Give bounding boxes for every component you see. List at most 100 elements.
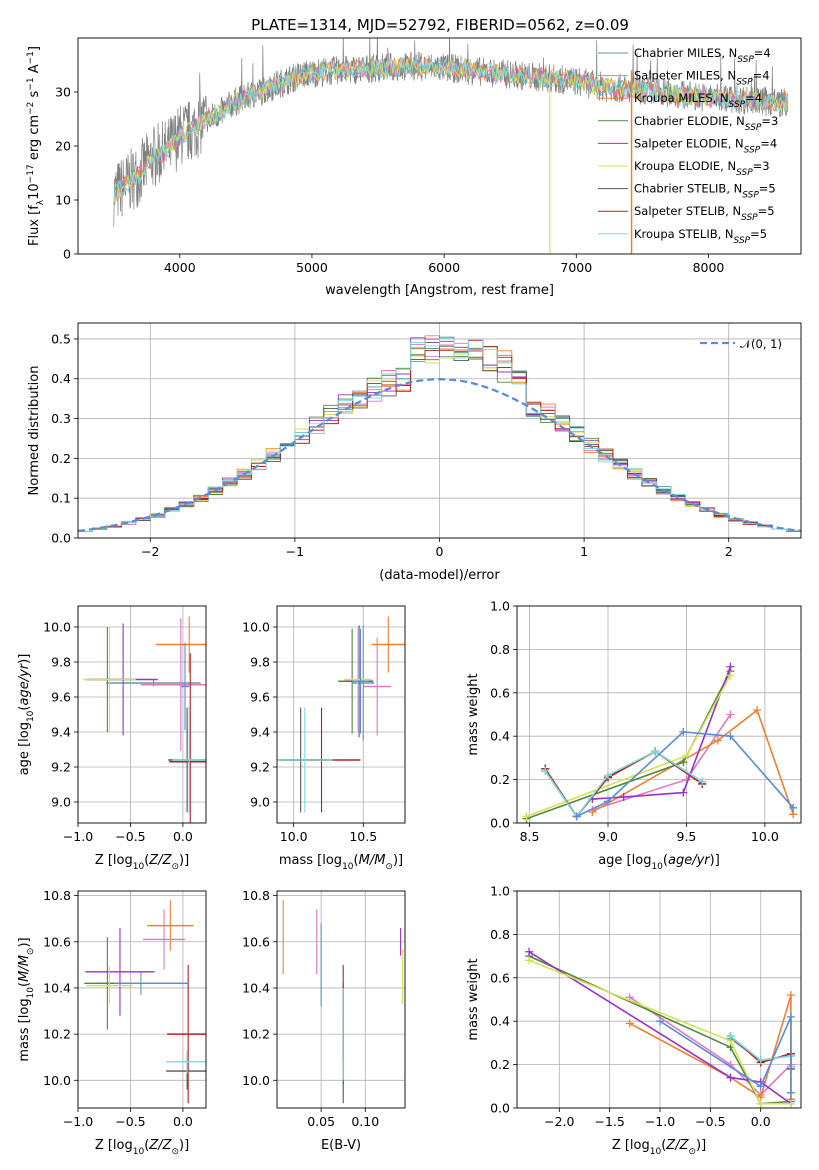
tick-label-y: 0.2 — [490, 1057, 510, 1072]
series-marker-1 — [726, 710, 735, 719]
series-marker-5 — [726, 671, 735, 680]
series-marker-10 — [604, 797, 613, 806]
tick-label-y: 9.2 — [250, 760, 270, 775]
axes-frame — [276, 890, 406, 1109]
series-marker-8 — [604, 771, 613, 780]
tick-label-y: 0.8 — [490, 642, 510, 657]
series-marker-2 — [786, 991, 795, 1000]
axes-frame — [276, 605, 406, 824]
tick-label-y: 9.6 — [51, 690, 71, 705]
legend-label: Chabrier MILES, NSSP=4 — [634, 46, 771, 65]
series-marker-4 — [679, 788, 688, 797]
tick-label-y: 0.1 — [51, 491, 71, 506]
tick-label-y: 10.6 — [43, 934, 71, 949]
tick-label-x: −0.5 — [115, 829, 145, 844]
tick-label-y: 9.0 — [51, 795, 71, 810]
tick-label-y: 9.6 — [250, 690, 270, 705]
series-marker-10 — [786, 1012, 795, 1021]
figure-title: PLATE=1314, MJD=52792, FIBERID=0562, z=0… — [251, 16, 629, 34]
tick-label-y: 10 — [55, 193, 71, 208]
plot-area-mass_weight_vs_Z — [525, 947, 795, 1108]
plot-area-age_vs_mass — [277, 616, 405, 813]
tick-label-x: 8000 — [693, 260, 725, 275]
x-axis-label: (data-model)/error — [379, 568, 500, 583]
tick-label-x: −0.5 — [695, 1114, 725, 1129]
legend: Chabrier MILES, NSSP=4 Salpeter MILES, NS… — [598, 46, 778, 246]
x-axis-label: E(B-V) — [321, 1138, 361, 1153]
series-line-10 — [659, 1016, 792, 1093]
legend-label: 𝒩(0, 1) — [740, 337, 782, 351]
y-axis-label: age [log10(age/yr)] — [17, 654, 36, 776]
tick-label-y: 20 — [55, 139, 71, 154]
y-axis-label: mass [log10(M/M⊙)] — [17, 937, 36, 1061]
tick-label-x: 10.5 — [349, 829, 377, 844]
series-line-3 — [528, 955, 791, 1105]
tick-label-y: 0.4 — [51, 371, 71, 386]
series-marker-10 — [572, 812, 581, 821]
series-marker-10 — [726, 732, 735, 741]
axes-spectrum: 4000 5000 6000 7000 8000 0 10 20 30 wavelength [A… — [26, 37, 802, 298]
tick-label-y: 0.2 — [51, 451, 71, 466]
tick-label-x: −1 — [286, 544, 304, 559]
tick-label-y: 0.4 — [490, 729, 510, 744]
tick-label-y: 0.3 — [51, 411, 71, 426]
tick-label-y: 10.4 — [242, 980, 270, 995]
series-line-2 — [591, 708, 794, 815]
series-marker-8 — [651, 747, 660, 756]
legend-label: Kroupa ELODIE, NSSP=3 — [634, 159, 770, 178]
series-marker-8 — [756, 1056, 765, 1065]
tick-label-y: 0.0 — [490, 1101, 510, 1116]
x-axis-label: wavelength [Angstrom, rest frame] — [325, 283, 554, 298]
plot-area-residuals — [78, 335, 801, 533]
series-marker-2 — [713, 736, 722, 745]
tick-label-y: 9.4 — [250, 725, 270, 740]
legend-label: Salpeter MILES, NSSP=4 — [634, 69, 770, 88]
tick-label-x: 6000 — [428, 260, 460, 275]
tick-label-x: 2 — [725, 544, 733, 559]
series-marker-2 — [625, 1019, 634, 1028]
axes-frame — [516, 890, 802, 1109]
series-line-5 — [526, 675, 732, 818]
series-marker-5 — [525, 956, 534, 965]
tick-label-x: 1 — [580, 544, 588, 559]
series-marker-4 — [619, 792, 628, 801]
x-axis-label: Z [log10(Z/Z⊙)] — [612, 1138, 706, 1157]
tick-label-x: −1.5 — [594, 1114, 624, 1129]
tick-label-x: 5000 — [296, 260, 328, 275]
tick-label-x: −0.5 — [115, 1114, 145, 1129]
tick-label-x: −1.0 — [63, 829, 93, 844]
axes-mass_weight_vs_Z: −2.0 −1.5 −1.0 −0.5 0.0 0.0 0.2 0.4 0.6 0.8 1.0 Z [… — [466, 884, 802, 1157]
legend-label: Kroupa MILES, NSSP=4 — [634, 91, 762, 110]
series-marker-10 — [756, 1082, 765, 1091]
series-marker-3 — [679, 758, 688, 767]
tick-label-y: 0 — [63, 247, 71, 262]
legend: 𝒩(0, 1) — [700, 337, 782, 351]
normal-curve — [78, 378, 801, 533]
series-marker-8 — [541, 766, 550, 775]
tick-label-y: 0.6 — [490, 970, 510, 985]
axes-mass_vs_Z: −1.0 −0.5 0.0 10.0 10.2 10.4 10.6 10.8 Z [log10(… — [17, 888, 207, 1157]
tick-label-y: 9.8 — [51, 655, 71, 670]
tick-label-y: 0.2 — [490, 772, 510, 787]
y-axis-label: mass weight — [466, 673, 481, 755]
tick-label-x: 0.0 — [173, 829, 193, 844]
tick-label-y: 0.4 — [490, 1014, 510, 1029]
tick-label-y: 10.6 — [242, 934, 270, 949]
tick-label-y: 9.2 — [51, 760, 71, 775]
tick-label-x: 0.10 — [351, 1114, 379, 1129]
series-marker-5 — [522, 812, 531, 821]
plot-area-mass_weight_vs_age — [522, 662, 798, 823]
tick-label-x: 10.0 — [751, 829, 779, 844]
x-axis-label: Z [log10(Z/Z⊙)] — [95, 853, 189, 872]
y-axis-label: mass weight — [466, 958, 481, 1040]
tick-label-y: 0.0 — [51, 531, 71, 546]
y-axis-label: Normed distribution — [27, 366, 42, 496]
tick-label-y: 10.0 — [242, 1073, 270, 1088]
series-line-4 — [528, 951, 792, 1105]
tick-label-x: 10.0 — [280, 829, 308, 844]
axes-residuals: −2 −1 0 1 2 0.0 0.1 0.2 0.3 0.4 0.5 𝒩(0, 1) (data-mo… — [27, 322, 802, 583]
tick-label-x: −1.0 — [645, 1114, 675, 1129]
tick-label-y: 10.4 — [43, 980, 71, 995]
x-axis-label: Z [log10(Z/Z⊙)] — [95, 1138, 189, 1157]
